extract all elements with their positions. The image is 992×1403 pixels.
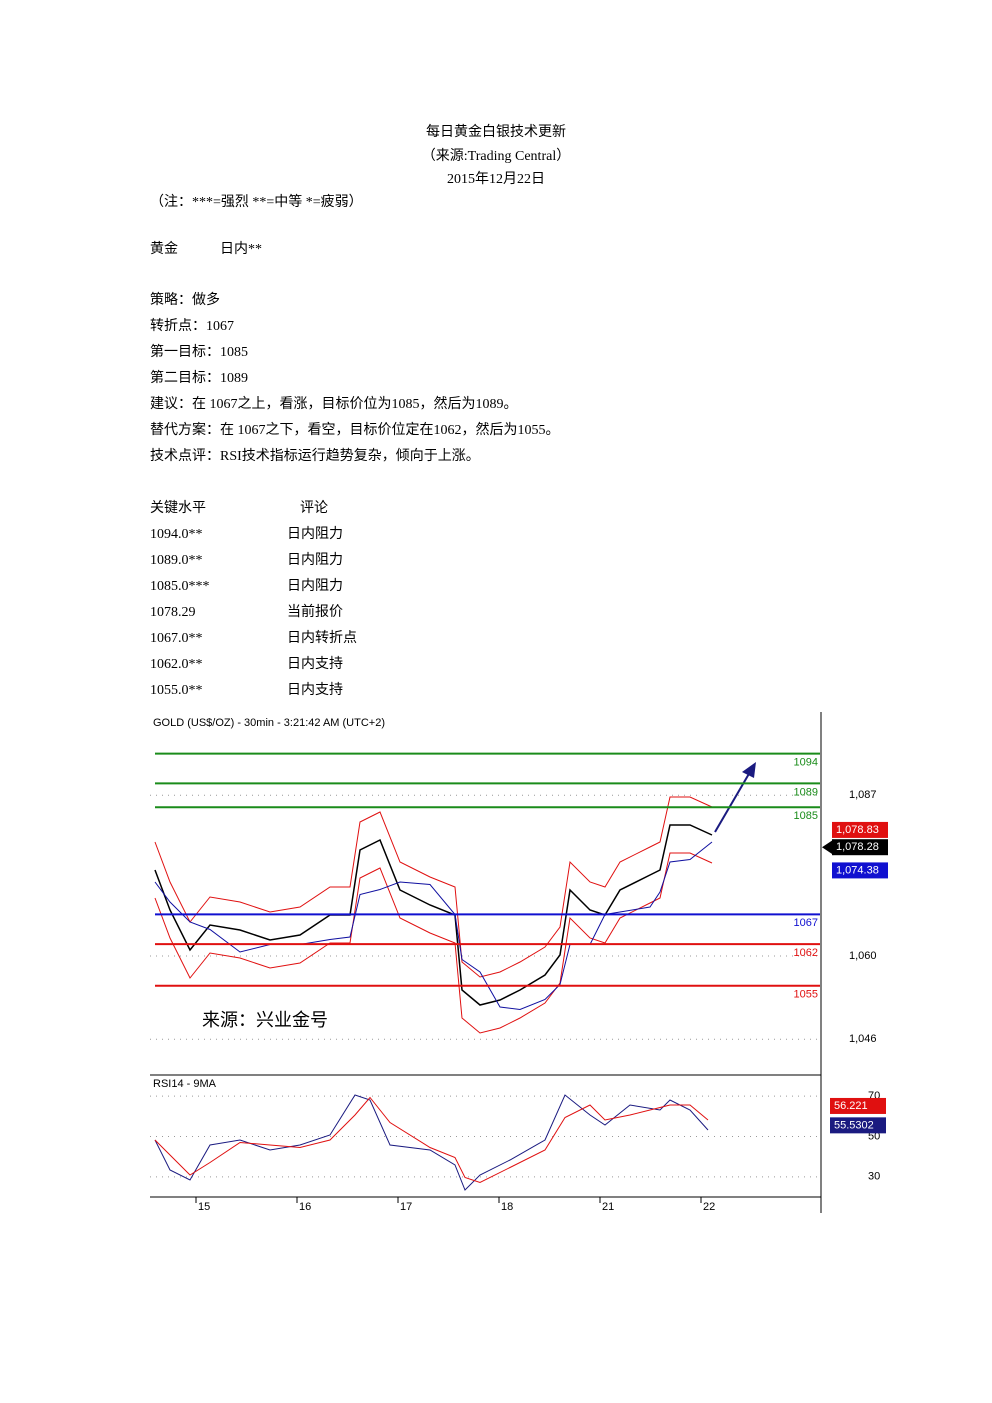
price-flag-label: 55.5302 <box>834 1119 874 1131</box>
y-tick-label: 50 <box>868 1130 880 1142</box>
price-flag-label: 1,078.28 <box>836 841 879 853</box>
table-cell: 1078.29 <box>150 605 196 620</box>
x-tick-label: 21 <box>602 1201 614 1213</box>
level-label: 1062 <box>794 947 818 959</box>
strategy-line: 建议：在 1067之上，看涨，目标价位为1085，然后为1089。 <box>150 397 518 412</box>
table-cell: 日内阻力 <box>287 553 343 568</box>
price-flag-label: 56.221 <box>834 1100 868 1112</box>
strategy-line: 策略：做多 <box>150 293 220 308</box>
table-cell: 1067.0** <box>150 631 203 646</box>
x-tick-label: 15 <box>198 1201 210 1213</box>
price-flag <box>830 1117 886 1134</box>
price-flag-label: 1,078.83 <box>836 824 879 836</box>
x-tick-label: 17 <box>400 1201 412 1213</box>
price-flag-label: 1,074.38 <box>836 864 879 876</box>
strategy-line: 第一目标：1085 <box>150 345 248 360</box>
strategy-line: 技术点评：RSI技术指标运行趋势复杂，倾向于上涨。 <box>150 449 480 464</box>
y-tick-label: 1,046 <box>849 1033 877 1045</box>
rsi-ma <box>154 1096 709 1184</box>
y-tick-label: 30 <box>868 1171 880 1183</box>
band-upper <box>154 796 713 978</box>
table-cell: 1055.0** <box>150 683 203 698</box>
note: （注：***=强烈 **=中等 *=疲弱） <box>150 195 363 210</box>
table-cell: 日内阻力 <box>287 527 343 542</box>
level-label: 1089 <box>794 786 818 798</box>
y-tick-label: 1,087 <box>849 789 877 801</box>
strategy-line: 第二目标：1089 <box>150 371 248 386</box>
level-label: 1094 <box>794 757 818 769</box>
table-cell: 日内支持 <box>287 657 343 672</box>
source: （来源:Trading Central） <box>421 149 571 164</box>
strategy-line: 转折点：1067 <box>150 319 234 334</box>
x-tick-label: 22 <box>703 1201 715 1213</box>
horizon: 日内** <box>220 242 262 257</box>
chart-title: GOLD (US$/OZ) - 30min - 3:21:42 AM (UTC+… <box>153 717 385 729</box>
y-tick-label: 1,060 <box>849 950 877 962</box>
price-flag <box>830 1097 886 1114</box>
band-lower <box>154 852 713 1034</box>
table-header: 关键水平 <box>150 501 206 516</box>
moving-average <box>154 841 713 1011</box>
rsi-title: RSI14 - 9MA <box>153 1078 217 1090</box>
level-label: 1085 <box>794 810 818 822</box>
table-cell: 1085.0*** <box>150 579 210 594</box>
table-cell: 1062.0** <box>150 657 203 672</box>
date: 2015年12月22日 <box>447 172 545 187</box>
table-cell: 1094.0** <box>150 527 203 542</box>
table-cell: 1089.0** <box>150 553 203 568</box>
arrow <box>714 771 751 833</box>
strategy-line: 替代方案：在 1067之下，看空，目标价位定在1062，然后为1055。 <box>150 423 560 438</box>
table-cell: 日内支持 <box>287 683 343 698</box>
price-flag <box>832 862 888 879</box>
x-tick-label: 18 <box>501 1201 513 1213</box>
arrow-head <box>742 762 756 778</box>
watermark: 来源：兴业金号 <box>202 1010 328 1030</box>
level-label: 1055 <box>794 989 818 1001</box>
table-header: 评论 <box>300 501 328 516</box>
table-cell: 当前报价 <box>287 605 343 620</box>
title: 每日黄金白银技术更新 <box>426 125 566 140</box>
level-label: 1067 <box>794 917 818 929</box>
x-tick-label: 16 <box>299 1201 311 1213</box>
price-flag <box>832 821 888 838</box>
flag-pointer <box>822 839 834 856</box>
table-cell: 日内阻力 <box>287 579 343 594</box>
price-flag <box>832 839 888 856</box>
instrument: 黄金 <box>150 242 178 257</box>
table-cell: 日内转折点 <box>287 631 357 646</box>
rsi-path <box>154 1094 709 1191</box>
price-path <box>154 824 713 1006</box>
